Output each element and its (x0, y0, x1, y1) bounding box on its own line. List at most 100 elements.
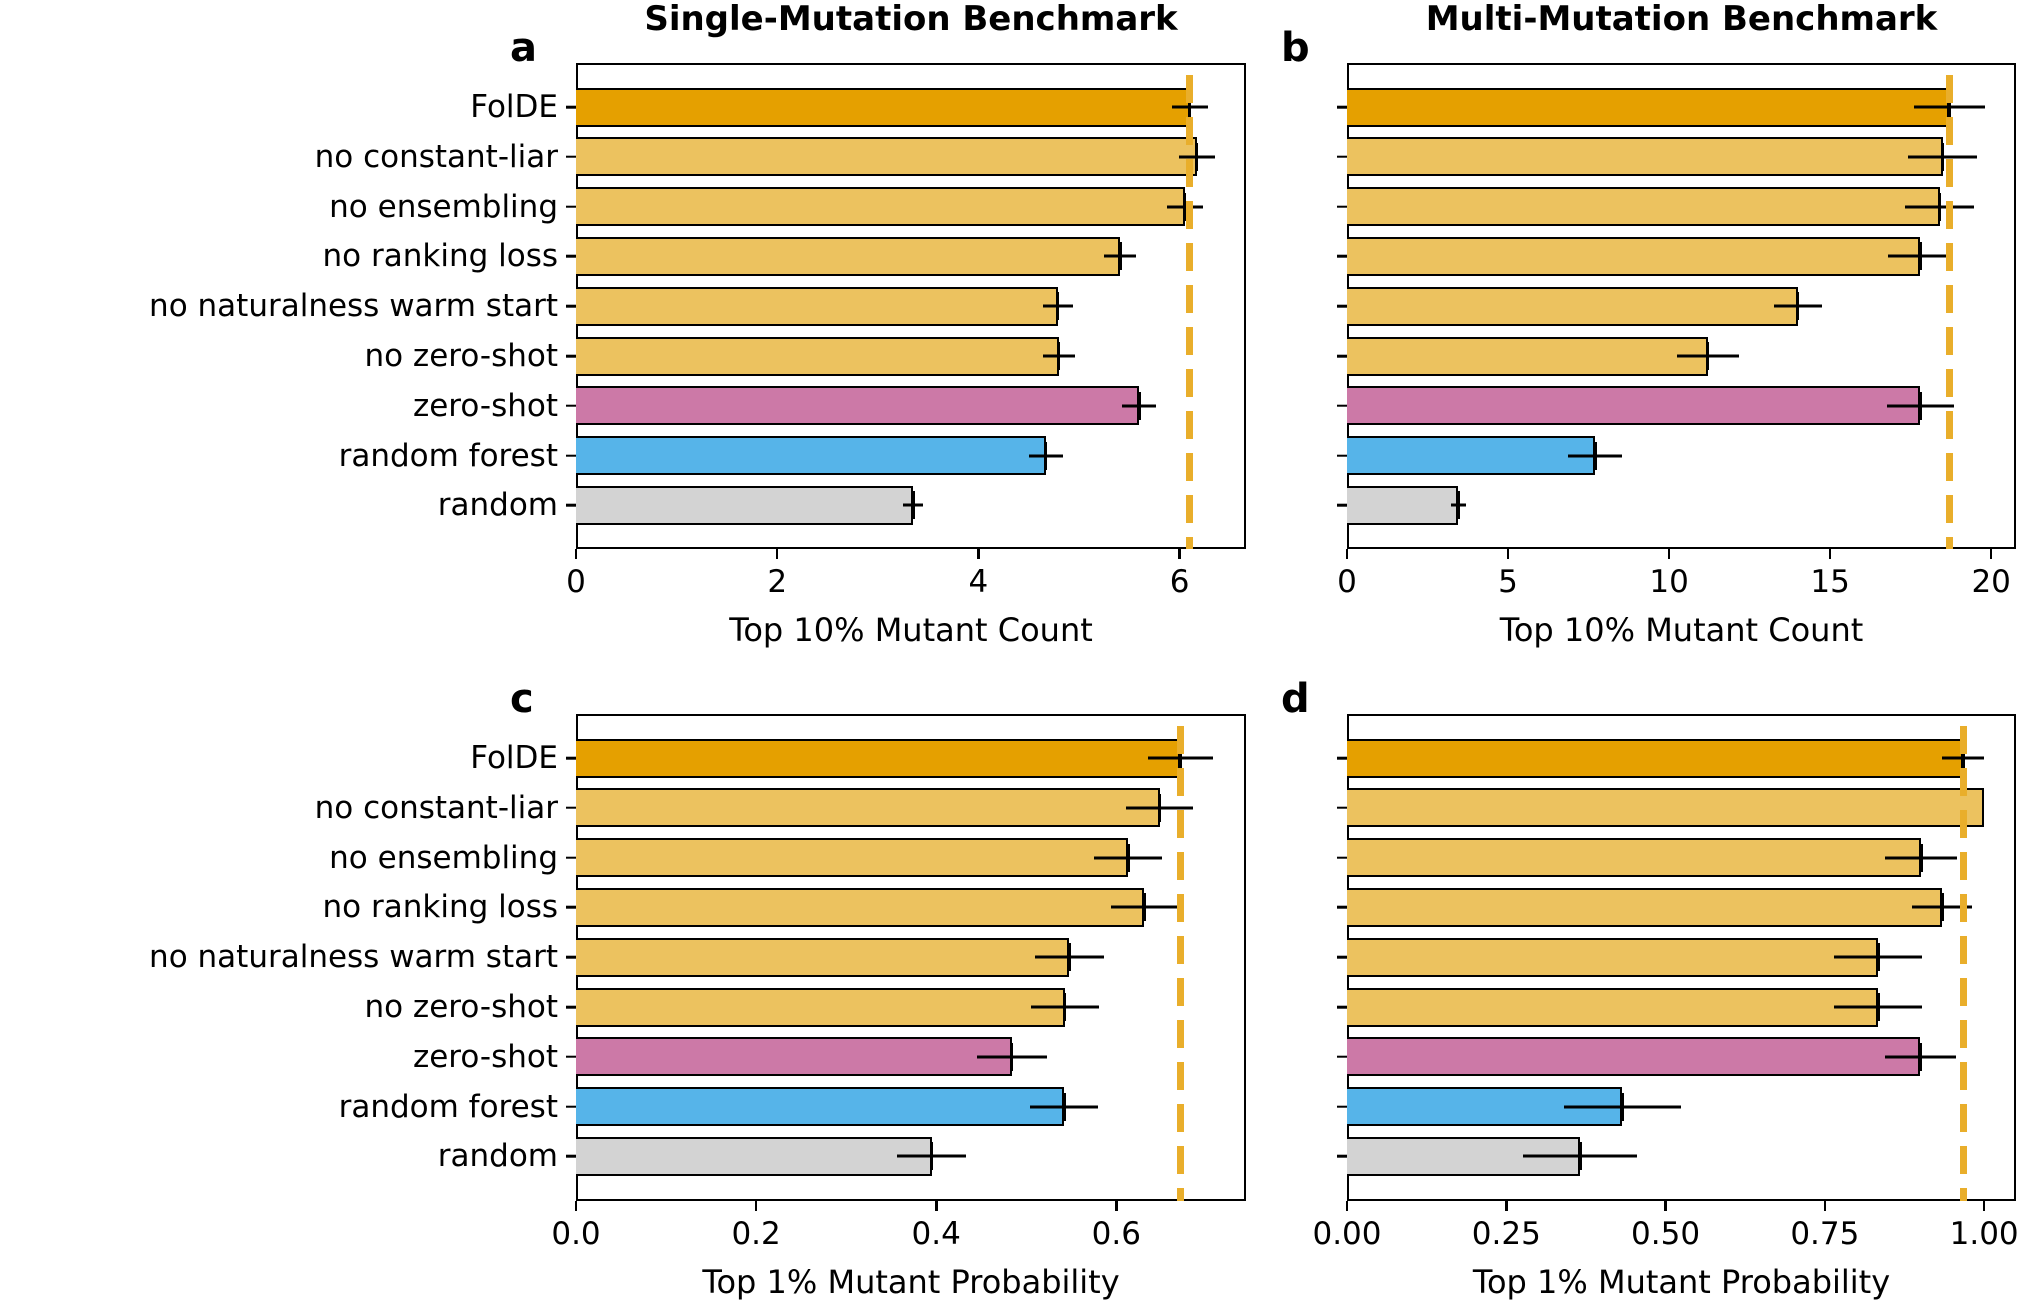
x-tick (754, 1201, 758, 1211)
bar-random (576, 485, 913, 525)
reference-line (1186, 75, 1194, 549)
error-bar-center (1067, 943, 1071, 972)
x-tick-label: 0.0 (551, 1216, 601, 1252)
x-tick (574, 1201, 578, 1211)
bar-random-forest (576, 436, 1046, 476)
panel-letter: d (1281, 676, 1310, 722)
y-tick-label: random forest (338, 437, 558, 474)
bar-no-naturalness-warm-start (576, 286, 1058, 326)
x-tick (1989, 549, 1993, 559)
bar-no-naturalness-warm-start (1347, 286, 1798, 326)
error-bar-center (1941, 142, 1945, 171)
bar-no-constant-liar (576, 137, 1197, 177)
bar-no-ranking-loss (1347, 236, 1921, 276)
error-bar-center (1137, 391, 1141, 420)
error-bar-center (1620, 1092, 1624, 1121)
x-tick (1982, 1201, 1986, 1211)
x-tick (1115, 1201, 1118, 1211)
error-bar-center (1063, 993, 1067, 1021)
y-tick-label: no ranking loss (322, 889, 558, 926)
bar-random (1347, 485, 1459, 525)
y-tick (566, 255, 576, 258)
y-tick (566, 906, 576, 909)
bar-random-forest (576, 1087, 1065, 1127)
x-tick (1667, 549, 1671, 559)
y-tick-label: random forest (338, 1088, 558, 1125)
x-tick-label: 6 (1169, 564, 1190, 600)
y-tick (566, 856, 576, 859)
bar-no-naturalness-warm-start (576, 937, 1070, 977)
bar-no-constant-liar (1347, 137, 1943, 177)
y-tick (1337, 1055, 1347, 1059)
x-tick-label: 0.75 (1790, 1216, 1860, 1252)
y-tick (1337, 304, 1347, 308)
error-bar-center (1876, 993, 1880, 1021)
bar-folde (1347, 87, 1950, 127)
bar-no-zero-shot (1347, 336, 1708, 376)
x-tick-label: 0.2 (731, 1216, 781, 1252)
x-tick-label: 2 (767, 564, 788, 600)
y-tick-label: no naturalness warm start (149, 288, 558, 325)
x-tick-label: 4 (968, 564, 989, 600)
error-bar-center (930, 1142, 934, 1171)
y-tick (566, 504, 576, 507)
error-bar-center (1126, 843, 1130, 872)
y-tick (1337, 504, 1347, 507)
bar-no-naturalness-warm-start (1347, 937, 1879, 977)
y-tick (1337, 1105, 1347, 1108)
y-tick (566, 205, 576, 208)
y-tick (1337, 155, 1347, 159)
x-tick (934, 1201, 938, 1211)
x-tick-label: 20 (1971, 564, 2011, 600)
bar-no-ensembling (1347, 187, 1940, 227)
y-tick (1337, 906, 1347, 909)
panel-letter: a (510, 25, 537, 71)
bar-zero-shot (1347, 386, 1921, 426)
x-tick-label: 0.6 (1091, 1216, 1141, 1252)
y-tick-label: zero-shot (412, 387, 558, 424)
x-tick (1506, 549, 1510, 559)
x-tick (574, 549, 578, 559)
y-tick (566, 304, 576, 308)
error-bar-center (1044, 441, 1048, 470)
reference-line (1959, 726, 1967, 1201)
bar-random (576, 1136, 932, 1176)
reference-line (1945, 75, 1953, 549)
bar-folde (576, 738, 1181, 778)
error-bar-center (1918, 242, 1922, 271)
y-tick (566, 454, 576, 457)
x-tick (1345, 1201, 1349, 1211)
y-tick (566, 354, 576, 358)
bar-no-ensembling (576, 187, 1185, 227)
error-bar-center (1918, 1042, 1922, 1071)
y-tick-label: no ensembling (329, 188, 558, 225)
panel-title: Single-Mutation Benchmark (644, 0, 1178, 39)
error-bar-center (1056, 292, 1060, 321)
y-tick-label: FolDE (470, 89, 558, 125)
bar-folde (1347, 738, 1964, 778)
bar-no-zero-shot (576, 987, 1065, 1027)
bar-no-zero-shot (1347, 987, 1879, 1027)
panel-letter: b (1281, 25, 1310, 71)
x-tick-label: 0.00 (1312, 1216, 1382, 1252)
y-tick (1337, 105, 1347, 109)
y-tick-label: no ensembling (329, 839, 558, 876)
error-bar-center (1183, 192, 1187, 221)
error-bar-center (1706, 342, 1710, 370)
y-tick (1337, 354, 1347, 358)
x-axis-label: Top 1% Mutant Probability (702, 1263, 1120, 1301)
error-bar-center (1010, 1042, 1014, 1071)
y-tick (1337, 205, 1347, 208)
y-tick (566, 1155, 576, 1158)
x-tick (775, 549, 779, 559)
y-tick (566, 404, 576, 408)
bar-no-ensembling (1347, 838, 1922, 878)
y-tick-label: no constant-liar (314, 789, 558, 826)
y-tick (566, 955, 576, 959)
x-axis-label: Top 10% Mutant Count (729, 611, 1093, 649)
y-tick-label: no ranking loss (322, 238, 558, 275)
error-bar-center (1062, 1092, 1066, 1121)
y-tick-label: no zero-shot (364, 338, 558, 374)
x-tick-label: 0.25 (1471, 1216, 1541, 1252)
bar-zero-shot (576, 1037, 1012, 1077)
